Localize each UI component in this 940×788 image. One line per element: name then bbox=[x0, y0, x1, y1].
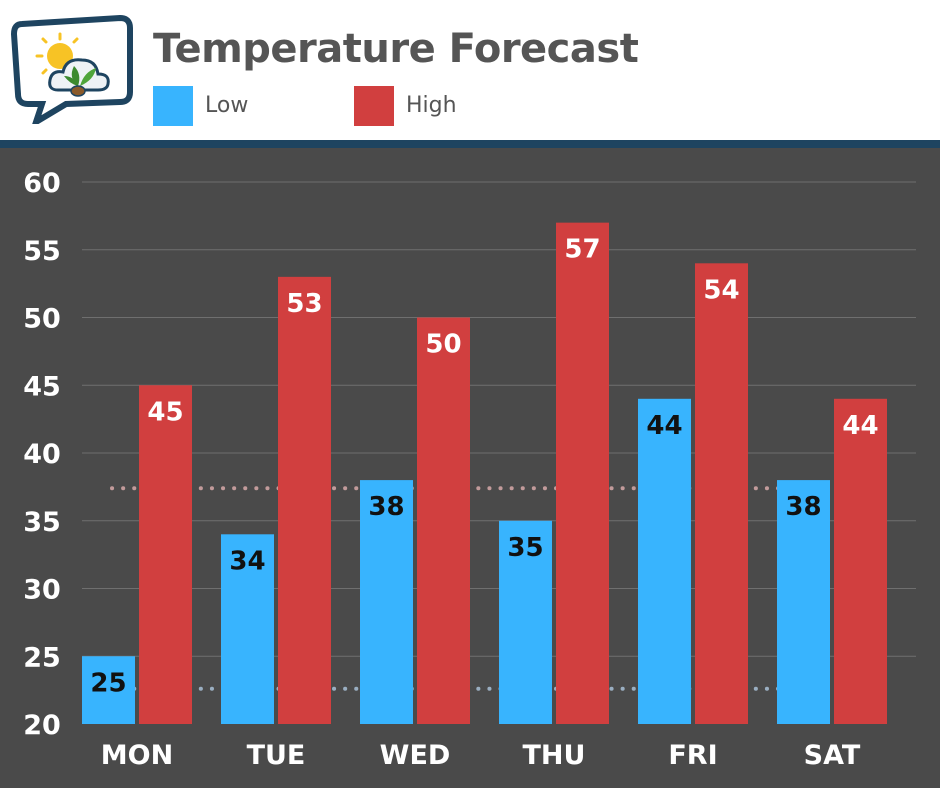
y-tick-label: 45 bbox=[23, 371, 61, 402]
data-label: 44 bbox=[842, 411, 878, 441]
bar-low-sat bbox=[777, 480, 830, 724]
header-divider bbox=[0, 140, 940, 148]
chart-title: Temperature Forecast bbox=[153, 26, 639, 72]
bar-low-mon bbox=[82, 656, 135, 724]
bar-high-thu bbox=[556, 222, 609, 724]
data-label: 45 bbox=[147, 397, 183, 427]
y-tick-label: 50 bbox=[23, 304, 61, 335]
y-tick-label: 40 bbox=[23, 439, 61, 470]
bar-low-wed bbox=[360, 480, 413, 724]
data-label: 54 bbox=[703, 275, 739, 305]
bar-low-fri bbox=[638, 398, 691, 724]
bar-high-mon bbox=[139, 385, 192, 724]
bar-high-sat bbox=[834, 398, 887, 724]
bar-high-fri bbox=[695, 263, 748, 724]
legend-label-high: High bbox=[406, 93, 457, 118]
x-tick-label: THU bbox=[523, 740, 586, 771]
y-tick-label: 30 bbox=[23, 575, 61, 606]
bar-low-thu bbox=[499, 520, 552, 724]
data-label: 34 bbox=[229, 546, 265, 576]
x-tick-label: WED bbox=[380, 740, 451, 771]
y-tick-label: 35 bbox=[23, 507, 61, 538]
temperature-bar-chart: 20 25 30 35 40 45 50 55 60 25 45 MON 34 53 TUE 38 50 WED 3… bbox=[23, 168, 916, 771]
y-tick-label: 20 bbox=[23, 710, 61, 741]
bar-low-tue bbox=[221, 534, 274, 724]
bar-high-tue bbox=[278, 276, 331, 724]
data-label: 35 bbox=[507, 533, 543, 563]
data-label: 25 bbox=[90, 668, 126, 698]
x-tick-label: FRI bbox=[668, 740, 717, 771]
x-tick-label: SAT bbox=[804, 740, 861, 771]
data-label: 53 bbox=[286, 289, 322, 319]
y-tick-label: 25 bbox=[23, 642, 61, 673]
x-tick-label: MON bbox=[101, 740, 173, 771]
bar-high-wed bbox=[417, 317, 470, 724]
data-label: 57 bbox=[564, 235, 600, 265]
weather-logo-icon bbox=[10, 14, 133, 124]
data-label: 38 bbox=[368, 492, 404, 522]
legend-swatch-high bbox=[354, 86, 394, 126]
x-tick-label: TUE bbox=[247, 740, 306, 771]
legend-swatch-low bbox=[153, 86, 193, 126]
header: Temperature Forecast Low High bbox=[0, 0, 940, 140]
y-tick-label: 60 bbox=[23, 168, 61, 199]
data-label: 38 bbox=[785, 492, 821, 522]
y-tick-label: 55 bbox=[23, 236, 61, 267]
data-label: 50 bbox=[425, 330, 461, 360]
legend-label-low: Low bbox=[205, 93, 249, 118]
data-label: 44 bbox=[646, 411, 682, 441]
